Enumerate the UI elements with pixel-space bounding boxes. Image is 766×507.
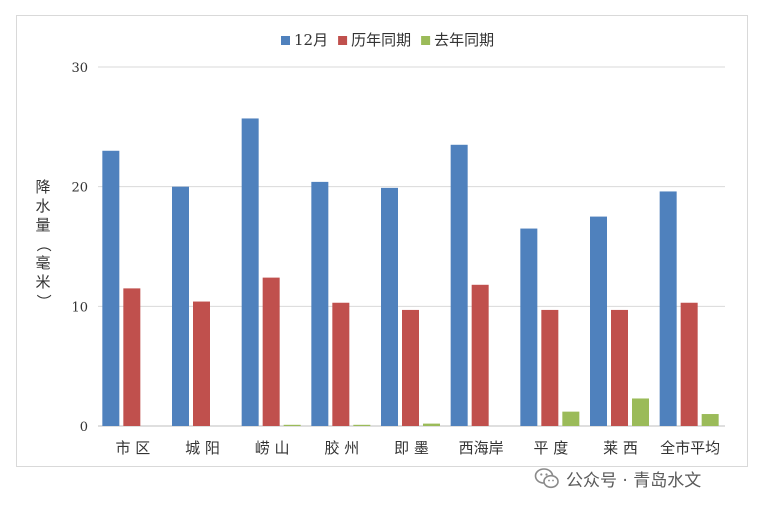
bar-8-2 — [701, 414, 719, 426]
x-tick-label: 崂 山 — [255, 439, 290, 457]
bar-8-1 — [680, 302, 698, 426]
legend-swatch-1 — [338, 36, 348, 45]
legend: 12月 历年同期 去年同期 — [281, 31, 494, 49]
x-tick-label: 平 度 — [533, 439, 568, 457]
legend-swatch-0 — [281, 36, 290, 45]
y-tick-label: 30 — [71, 61, 88, 76]
x-tick-label: 胶 州 — [324, 439, 359, 457]
y-axis-label-char: ） — [34, 293, 53, 309]
bars — [102, 118, 719, 427]
bar-1-0 — [172, 186, 189, 426]
bar-7-1 — [611, 309, 628, 426]
y-tick-labels: 0 10 20 30 — [71, 61, 88, 435]
watermark-text: 公众号 · 青岛水文 — [566, 470, 702, 491]
y-axis-label-char: 降 — [35, 178, 51, 196]
y-axis-label-char: 水 — [35, 197, 51, 215]
legend-swatch-2 — [421, 36, 431, 45]
x-tick-label: 西海岸 — [459, 439, 504, 457]
y-tick-label: 10 — [71, 300, 88, 315]
legend-label-0: 12月 — [294, 31, 328, 49]
bar-2-2 — [283, 424, 301, 426]
legend-label-1: 历年同期 — [351, 31, 411, 49]
bar-6-1 — [541, 309, 559, 426]
wechat-icon — [534, 468, 559, 489]
x-tick-label: 莱 西 — [603, 439, 638, 457]
bar-0-0 — [102, 150, 120, 426]
bar-3-1 — [332, 302, 350, 426]
x-tick-labels: 市 区 城 阳 崂 山 胶 州 即 墨 西海岸 平 度 莱 西 全市平均 — [115, 439, 720, 457]
bar-7-2 — [632, 398, 649, 426]
y-axis-label: 降水量 （ 毫米 ） — [33, 178, 53, 311]
bar-8-0 — [659, 191, 677, 426]
x-tick-label: 市 区 — [115, 439, 150, 457]
y-axis-label-char: 米 — [35, 273, 51, 291]
legend-label-2: 去年同期 — [434, 31, 494, 49]
y-axis-label-char: （ — [34, 236, 53, 252]
bar-4-2 — [423, 423, 440, 426]
bar-0-1 — [123, 288, 141, 426]
x-tick-label: 城 阳 — [185, 439, 220, 457]
bar-4-0 — [381, 187, 398, 426]
bar-3-0 — [311, 181, 329, 426]
y-tick-label: 0 — [80, 420, 88, 435]
x-tick-label: 即 墨 — [394, 439, 429, 457]
x-tick-label: 全市平均 — [660, 439, 720, 457]
y-axis-label-char: 量 — [35, 216, 51, 234]
watermark: 公众号 · 青岛水文 — [534, 465, 701, 491]
bar-5-1 — [471, 284, 489, 426]
y-tick-label: 20 — [71, 181, 88, 196]
bar-6-2 — [562, 411, 580, 426]
bar-4-1 — [402, 309, 419, 426]
bar-1-1 — [193, 301, 210, 426]
bar-2-0 — [241, 118, 259, 426]
y-axis-label-char: 毫 — [35, 254, 51, 272]
bar-5-0 — [450, 144, 468, 427]
bar-6-0 — [520, 228, 538, 426]
bar-3-2 — [353, 424, 371, 426]
bar-2-1 — [262, 277, 280, 426]
bar-7-0 — [590, 216, 607, 426]
